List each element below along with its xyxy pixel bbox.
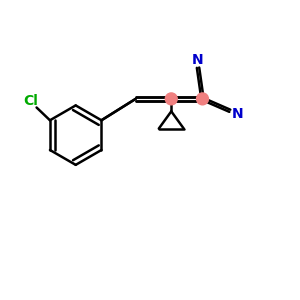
Text: N: N	[232, 107, 243, 121]
Text: N: N	[192, 53, 204, 67]
Circle shape	[196, 93, 208, 105]
Text: Cl: Cl	[23, 94, 38, 108]
Circle shape	[165, 93, 177, 105]
